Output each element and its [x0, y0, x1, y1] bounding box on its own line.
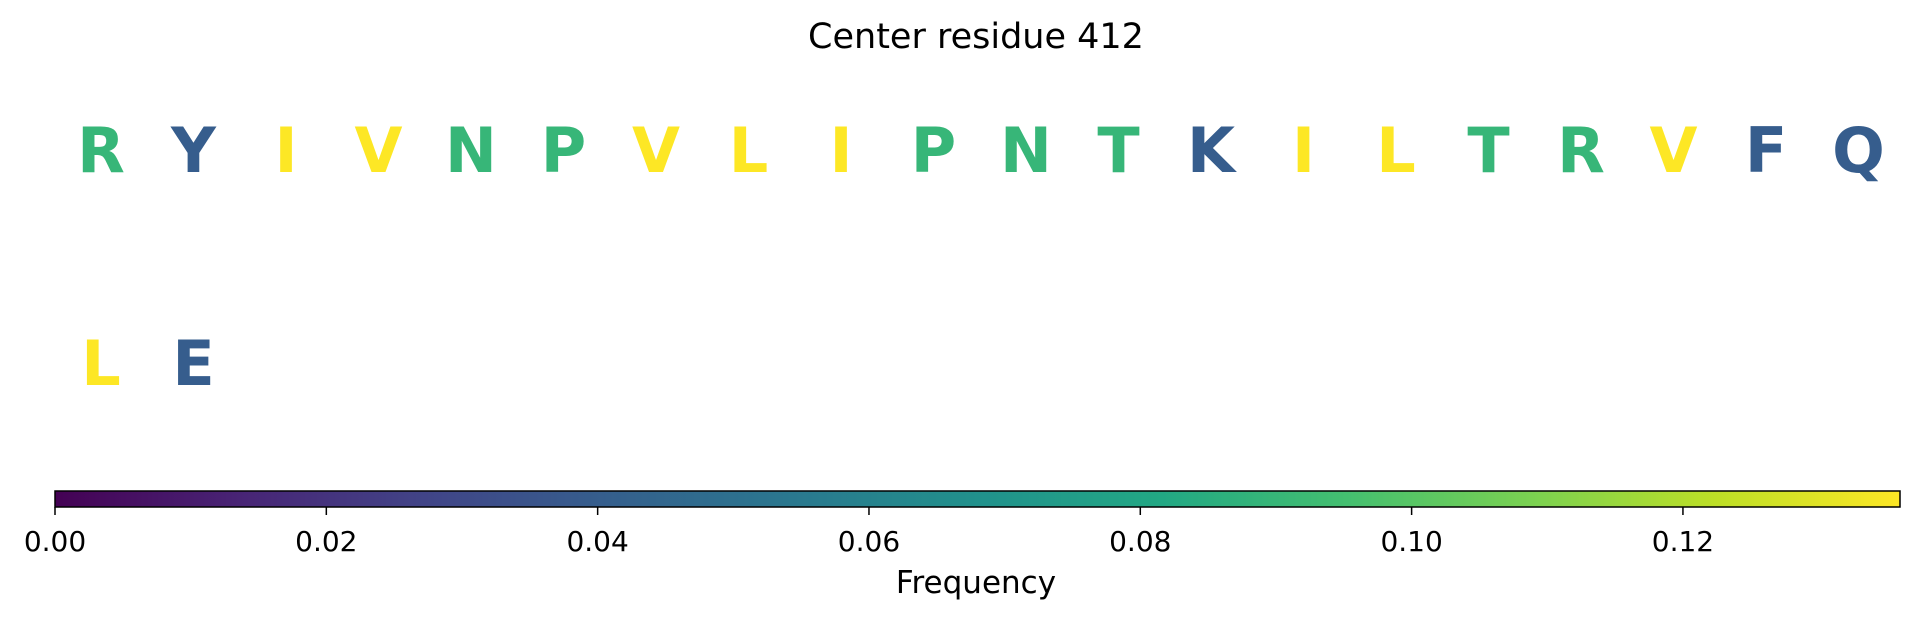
residue-letter: N — [445, 114, 497, 187]
colorbar-axis: 0.00 0.02 0.04 0.06 0.08 0.10 0.12 — [24, 507, 1714, 558]
residue-letter: V — [1650, 114, 1698, 187]
residue-letter: I — [274, 114, 297, 187]
colorbar-label: Frequency — [896, 565, 1056, 601]
residue-letter: I — [829, 114, 852, 187]
residue-letter: Q — [1832, 114, 1885, 187]
colorbar-tick-label: 0.02 — [295, 525, 357, 558]
residue-letter: N — [1000, 114, 1052, 187]
residue-letter: V — [355, 114, 403, 187]
colorbar-gradient-bar — [54, 490, 1901, 508]
colorbar-tick-label: 0.12 — [1652, 525, 1714, 558]
residue-letter: K — [1187, 114, 1237, 187]
residue-letter: F — [1745, 114, 1787, 187]
residue-letter: P — [541, 114, 586, 187]
colorbar: 0.00 0.02 0.04 0.06 0.08 0.10 0.12 Frequency — [24, 490, 1901, 601]
residue-letter: Y — [170, 114, 217, 187]
residue-letter: T — [1467, 114, 1509, 187]
residue-letter: L — [1376, 114, 1416, 187]
residue-sequence: R Y I V N P V L I P N T K I L T R V F QL E — [77, 114, 1885, 400]
residue-letter: I — [1292, 114, 1315, 187]
residue-letter: L — [729, 114, 769, 187]
colorbar-tick-label: 0.10 — [1380, 525, 1442, 558]
residue-letter: R — [77, 114, 125, 187]
residue-letter: T — [1097, 114, 1139, 187]
residue-letter: R — [1557, 114, 1605, 187]
colorbar-tick-label: 0.08 — [1109, 525, 1171, 558]
colorbar-tick-label: 0.00 — [24, 525, 86, 558]
residue-letter: V — [632, 114, 680, 187]
residue-letter: P — [911, 114, 956, 187]
residue-letter: L — [81, 327, 121, 400]
chart-title: Center residue 412 — [808, 17, 1144, 57]
colorbar-tick-label: 0.04 — [566, 525, 628, 558]
residue-letter: E — [172, 327, 214, 400]
colorbar-tick-label: 0.06 — [838, 525, 900, 558]
